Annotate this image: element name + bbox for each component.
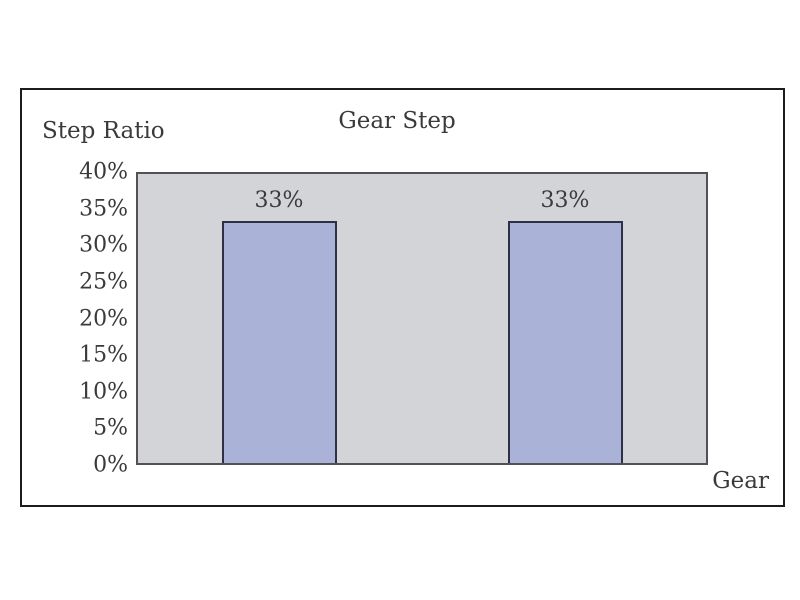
y-tick-label: 25% (79, 269, 128, 295)
bar-value-label: 33% (254, 188, 304, 213)
y-tick-label: 0% (93, 452, 128, 478)
y-tick-label: 10% (79, 379, 128, 405)
bar (222, 221, 337, 463)
bar (508, 221, 623, 463)
y-tick-label: 20% (79, 306, 128, 331)
y-tick-label: 5% (93, 415, 128, 441)
y-axis-ticks: 0% 5% 10% 15% 20% 25% 30% 35% 40% (30, 160, 128, 478)
y-axis-title: Step Ratio (42, 118, 165, 144)
y-tick-label: 35% (79, 196, 128, 222)
x-axis-title: Gear (712, 468, 769, 494)
chart-title: Gear Step (338, 108, 456, 134)
chart-frame: Step Ratio Gear Step 0% 5% 10% 15% 20% 25% 30%… (20, 88, 785, 507)
plot-area: 33% 33% (136, 172, 708, 465)
y-tick-label: 15% (79, 342, 128, 368)
y-tick-label: 40% (79, 159, 128, 185)
y-tick-label: 30% (79, 232, 128, 258)
bar-value-label: 33% (540, 188, 590, 213)
